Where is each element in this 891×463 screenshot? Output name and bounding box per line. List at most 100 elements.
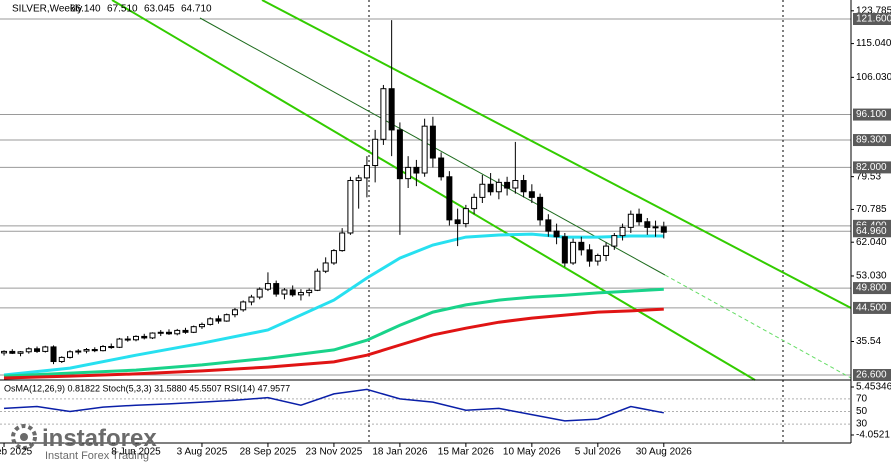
- candle-body: [611, 235, 618, 247]
- header: SILVER,Weekly 66.140 67.510 63.045 64.710: [12, 4, 212, 15]
- oscillator-y2-tick-label: -4.0521: [856, 430, 890, 441]
- level-label: 121.600: [856, 14, 891, 25]
- candle-body: [339, 232, 346, 252]
- oscillator-y2-tick-label: 5.45346: [856, 382, 891, 393]
- chart-title: SILVER,Weekly: [12, 4, 82, 15]
- candle-body: [553, 230, 560, 238]
- x-tick-label: 3 Aug 2025: [177, 447, 228, 458]
- candle-body: [413, 166, 420, 174]
- x-tick-label: 16 Feb 2025: [0, 447, 33, 458]
- candle-body: [240, 301, 247, 311]
- candle-body: [388, 88, 395, 131]
- moving-average: [3, 287, 664, 378]
- header-value: 64.710: [181, 4, 212, 15]
- y-tick-label: 79.53: [856, 171, 881, 182]
- y-tick-label: 70.785: [856, 204, 887, 215]
- candle-body: [34, 348, 41, 352]
- level-label: 44.500: [856, 303, 887, 314]
- candle-body: [132, 335, 139, 341]
- candle-body: [314, 270, 321, 291]
- trend-extension: [664, 274, 852, 379]
- x-tick-label: 5 Jul 2026: [575, 447, 622, 458]
- oscillator-line: [3, 388, 664, 422]
- candle-body: [479, 183, 486, 198]
- candle-body: [9, 350, 16, 354]
- candle-body: [660, 226, 667, 233]
- candle-body: [644, 221, 651, 228]
- candle-body: [207, 318, 214, 325]
- header-value: 63.045: [144, 4, 175, 15]
- candle-body: [636, 213, 643, 223]
- level-label-box: [853, 161, 891, 174]
- candle-body: [504, 181, 511, 189]
- candle-body: [190, 326, 197, 333]
- y-tick-label: 115.040: [856, 38, 891, 49]
- candle-body: [396, 129, 403, 180]
- candle-body: [520, 180, 527, 193]
- x-tick-label: 8 Jun 2025: [111, 447, 161, 458]
- candle-body: [83, 349, 90, 352]
- candle-body: [330, 250, 337, 264]
- header-value: 67.510: [107, 4, 138, 15]
- level-label-box: [853, 225, 891, 238]
- candle-body: [256, 288, 263, 298]
- candle-body: [462, 208, 469, 225]
- candle-body: [528, 191, 535, 198]
- candle-body: [182, 329, 189, 333]
- y-tick-label: 106.030: [856, 72, 891, 83]
- x-tick-label: 30 Aug 2026: [636, 447, 693, 458]
- level-label: 26.600: [856, 370, 887, 381]
- level-label-box: [853, 134, 891, 147]
- logo-icon: [11, 424, 37, 450]
- candle-body: [487, 183, 494, 193]
- candle-body: [446, 176, 453, 221]
- logo-icon: [20, 433, 28, 441]
- candle-body: [586, 249, 593, 262]
- candle-body: [281, 289, 288, 295]
- candle-body: [322, 262, 329, 272]
- candle-body: [149, 332, 156, 339]
- candle-body: [1, 350, 8, 354]
- candle-body: [512, 180, 519, 189]
- candle-body: [174, 329, 181, 335]
- moving-average: [3, 307, 664, 380]
- marks-layer: [1, 20, 667, 422]
- candle-body: [157, 331, 164, 334]
- level-label-box: [853, 369, 891, 382]
- candle-body: [619, 226, 626, 237]
- candle-body: [603, 245, 610, 256]
- candle-body: [50, 346, 57, 363]
- candle-body: [537, 196, 544, 221]
- candle-body: [75, 350, 82, 353]
- candle-body: [289, 289, 296, 296]
- oscillator-tick-label: 50: [856, 406, 868, 417]
- candle-body: [67, 351, 74, 358]
- candle-body: [17, 351, 24, 354]
- x-tick-label: 28 Sep 2025: [240, 447, 297, 458]
- candle-body: [438, 157, 445, 178]
- candle-body: [561, 236, 568, 264]
- candle-body: [100, 346, 107, 352]
- candle-body: [248, 296, 255, 303]
- candle-body: [91, 349, 98, 352]
- candle-body: [347, 180, 354, 234]
- trend-channel: [261, 0, 852, 309]
- candle-body: [578, 241, 585, 251]
- level-label: 82.000: [856, 162, 887, 173]
- candle-body: [594, 254, 601, 262]
- candle-body: [42, 346, 49, 352]
- y-tick-label: 123.785: [856, 5, 891, 16]
- level-label: 96.100: [856, 109, 887, 120]
- candle-body: [306, 289, 313, 294]
- y-tick-label: 62.040: [856, 237, 887, 248]
- candle-body: [380, 88, 387, 140]
- candle-body: [297, 292, 304, 296]
- level-label: 49.800: [856, 283, 887, 294]
- candle-body: [58, 356, 65, 363]
- level-label-box: [853, 108, 891, 121]
- level-label: 64.960: [856, 226, 887, 237]
- candle-body: [454, 219, 461, 225]
- candle-body: [421, 125, 428, 174]
- candle-body: [116, 338, 123, 348]
